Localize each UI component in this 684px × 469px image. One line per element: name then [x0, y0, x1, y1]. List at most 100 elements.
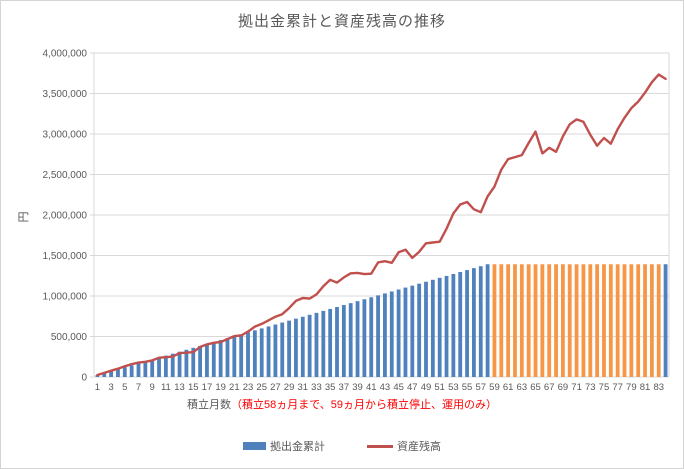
- contribution-bar: [191, 347, 196, 377]
- x-tick-label: 21: [229, 382, 240, 393]
- contribution-bar: [595, 264, 600, 377]
- contribution-bar: [177, 351, 182, 377]
- contribution-bar: [417, 283, 422, 377]
- x-tick-label: 43: [380, 382, 391, 393]
- contribution-bar: [341, 305, 346, 377]
- contribution-bar: [636, 264, 641, 377]
- legend-line-swatch-icon: [367, 444, 393, 448]
- contribution-bar: [273, 324, 278, 377]
- contribution-bar: [129, 365, 134, 377]
- x-tick-label: 27: [270, 382, 281, 393]
- contribution-bar: [465, 270, 469, 377]
- x-axis-title: 積立月数（積立58ヵ月まで、59ヵ月から積立停止、運用のみ）: [1, 396, 683, 412]
- contribution-bar: [643, 264, 647, 377]
- contribution-bar: [478, 266, 483, 377]
- x-tick-label: 7: [136, 382, 141, 393]
- x-tick-label: 73: [585, 382, 596, 393]
- contribution-bar: [218, 340, 223, 377]
- x-tick-label: 9: [150, 382, 155, 393]
- contribution-bar: [355, 301, 360, 377]
- contribution-bar: [198, 345, 203, 377]
- x-tick-label: 31: [297, 382, 308, 393]
- contribution-bar: [451, 273, 456, 377]
- x-tick-label: 53: [448, 382, 459, 393]
- contribution-bar: [170, 353, 175, 377]
- x-tick-label: 17: [202, 382, 213, 393]
- contribution-bar: [588, 264, 593, 377]
- x-axis-title-annotation: （積立58ヵ月まで、59ヵ月から積立停止、運用のみ）: [230, 399, 498, 411]
- x-tick-label: 59: [489, 382, 500, 393]
- x-tick-label: 35: [325, 382, 336, 393]
- y-tick-label: 2,000,000: [43, 211, 88, 222]
- contribution-bar: [383, 293, 387, 377]
- contribution-bar: [143, 361, 148, 377]
- contribution-bar: [410, 285, 415, 377]
- x-tick-label: 75: [599, 382, 610, 393]
- contribution-bar: [163, 355, 168, 377]
- contribution-bar: [663, 264, 668, 377]
- contribution-bar: [252, 330, 257, 377]
- y-tick-label: 3,500,000: [43, 89, 88, 100]
- x-tick-label: 45: [393, 382, 404, 393]
- contribution-bar: [369, 297, 374, 377]
- contribution-bar: [608, 264, 613, 377]
- contribution-bar: [321, 310, 326, 377]
- x-tick-label: 81: [640, 382, 651, 393]
- contribution-bar: [403, 287, 408, 377]
- x-tick-label: 79: [626, 382, 637, 393]
- x-tick-label: 11: [161, 382, 171, 393]
- x-tick-label: 55: [462, 382, 473, 393]
- contribution-bar: [287, 320, 291, 377]
- x-tick-label: 71: [571, 382, 582, 393]
- contribution-bar: [157, 357, 161, 377]
- contribution-bar: [109, 371, 114, 377]
- x-tick-label: 23: [243, 382, 254, 393]
- contribution-bar: [396, 289, 401, 377]
- y-tick-label: 500,000: [51, 332, 88, 343]
- x-tick-label: 3: [108, 382, 113, 393]
- contribution-bar: [328, 308, 333, 377]
- x-tick-label: 49: [421, 382, 432, 393]
- contribution-bar: [437, 277, 442, 377]
- contribution-bar: [499, 264, 504, 377]
- x-tick-label: 19: [215, 382, 226, 393]
- y-axis-title: 円: [18, 212, 30, 223]
- contribution-bar: [314, 312, 319, 377]
- contribution-bar: [574, 264, 579, 377]
- x-tick-label: 77: [612, 382, 623, 393]
- x-tick-label: 33: [311, 382, 322, 393]
- x-tick-label: 29: [284, 382, 295, 393]
- contribution-bar: [122, 367, 127, 377]
- x-tick-label: 61: [503, 382, 514, 393]
- contribution-bar: [602, 264, 606, 377]
- legend: 拠出金累計 資産残高: [1, 438, 683, 454]
- y-tick-label: 1,500,000: [43, 251, 88, 262]
- contribution-bar: [444, 275, 449, 377]
- contribution-bar: [102, 373, 107, 377]
- x-tick-label: 67: [544, 382, 555, 393]
- contribution-bar: [629, 264, 634, 377]
- contribution-bar: [266, 326, 271, 377]
- legend-bar-swatch-icon: [243, 442, 266, 450]
- contribution-bar: [506, 264, 511, 377]
- x-tick-label: 69: [558, 382, 569, 393]
- legend-item-balance: 資産残高: [367, 438, 441, 454]
- contribution-bar: [519, 264, 524, 377]
- x-tick-label: 1: [95, 382, 100, 393]
- x-tick-label: 47: [407, 382, 418, 393]
- contribution-bar: [533, 264, 538, 377]
- contribution-bar: [225, 338, 230, 377]
- contribution-bar: [547, 264, 552, 377]
- y-tick-label: 3,000,000: [43, 130, 88, 141]
- x-tick-label: 65: [530, 382, 541, 393]
- chart-title: 拠出金累計と資産残高の推移: [237, 13, 446, 30]
- contribution-bar: [348, 303, 353, 377]
- x-tick-label: 41: [366, 382, 377, 393]
- contribution-bar: [376, 295, 380, 377]
- contribution-bar: [300, 316, 305, 377]
- contribution-bar: [567, 264, 572, 377]
- x-tick-label: 39: [352, 382, 363, 393]
- contribution-bar: [430, 279, 435, 377]
